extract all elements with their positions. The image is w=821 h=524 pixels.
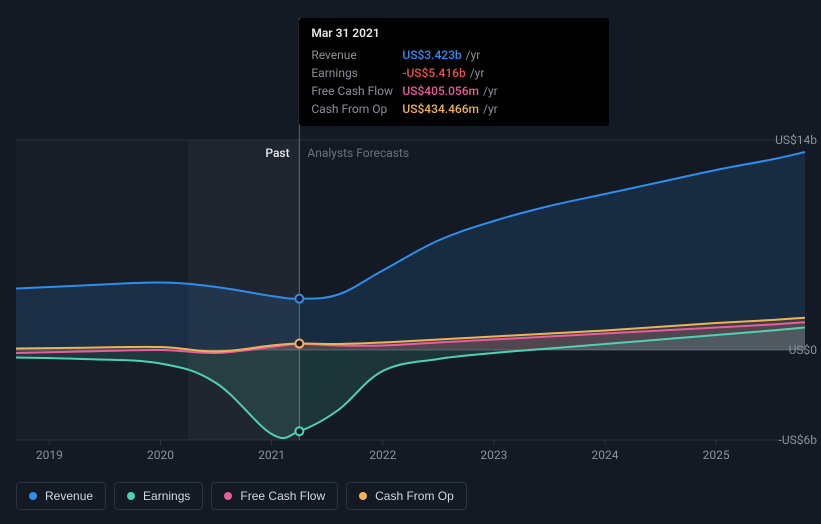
legend-item-revenue[interactable]: Revenue (16, 482, 106, 510)
legend-item-earnings[interactable]: Earnings (114, 482, 203, 510)
legend-dot-icon (359, 492, 367, 500)
x-tick-label: 2022 (369, 448, 396, 462)
legend-label: Earnings (143, 489, 190, 503)
legend-label: Cash From Op (375, 489, 454, 503)
chart-tooltip: Mar 31 2021 RevenueUS$3.423b/yrEarnings-… (299, 18, 609, 126)
tooltip-metric-unit: /yr (466, 48, 481, 62)
tooltip-row: Cash From OpUS$434.466m/yr (311, 100, 597, 118)
tooltip-metric-label: Cash From Op (311, 102, 402, 116)
x-tick-label: 2020 (147, 448, 174, 462)
y-tick-label: US$14b (22, 133, 817, 147)
x-tick-label: 2019 (36, 448, 63, 462)
tooltip-metric-unit: /yr (470, 66, 485, 80)
legend-label: Free Cash Flow (240, 489, 325, 503)
tooltip-metric-label: Free Cash Flow (311, 84, 402, 98)
tooltip-metric-label: Revenue (311, 48, 402, 62)
legend-dot-icon (127, 492, 135, 500)
tooltip-metric-unit: /yr (483, 84, 498, 98)
chart-container: US$14b US$0 -US$6b 2019 2020 2021 2022 2023 202… (0, 0, 821, 524)
past-label: Past (265, 146, 289, 160)
tooltip-metric-value: US$405.056m (402, 84, 479, 98)
tooltip-metric-value: US$3.423b (402, 48, 461, 62)
legend-item-cfo[interactable]: Cash From Op (346, 482, 467, 510)
forecast-label: Analysts Forecasts (307, 146, 409, 160)
legend-label: Revenue (45, 489, 93, 503)
x-tick-label: 2025 (703, 448, 730, 462)
tooltip-row: Free Cash FlowUS$405.056m/yr (311, 82, 597, 100)
legend-dot-icon (29, 492, 37, 500)
legend-item-fcf[interactable]: Free Cash Flow (211, 482, 338, 510)
x-tick-label: 2024 (591, 448, 618, 462)
chart-legend: Revenue Earnings Free Cash Flow Cash From O… (16, 482, 467, 510)
x-tick-label: 2023 (480, 448, 507, 462)
tooltip-row: Earnings-US$5.416b/yr (311, 64, 597, 82)
y-tick-label: US$0 (22, 343, 817, 357)
y-tick-label: -US$6b (22, 433, 817, 447)
tooltip-metric-unit: /yr (483, 102, 498, 116)
tooltip-date: Mar 31 2021 (311, 26, 597, 46)
tooltip-metric-label: Earnings (311, 66, 402, 80)
tooltip-metric-value: -US$5.416b (402, 66, 465, 80)
tooltip-row: RevenueUS$3.423b/yr (311, 46, 597, 64)
tooltip-metric-value: US$434.466m (402, 102, 479, 116)
x-tick-label: 2021 (258, 448, 285, 462)
legend-dot-icon (224, 492, 232, 500)
